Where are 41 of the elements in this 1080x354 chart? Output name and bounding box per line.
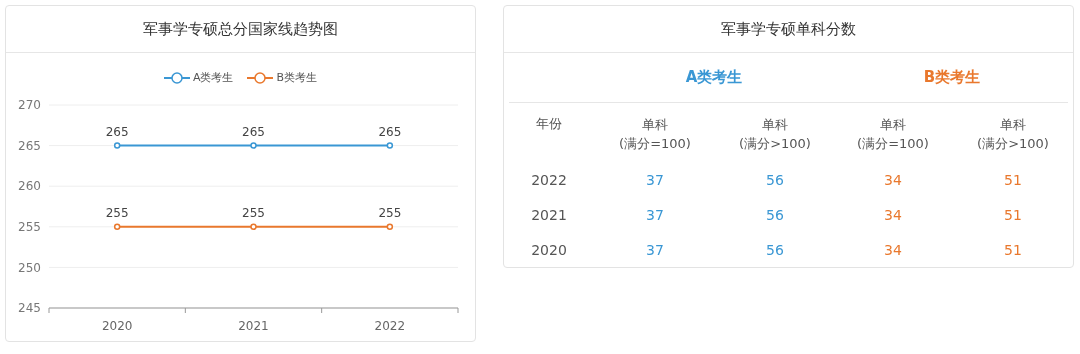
y-tick-label: 2021 <box>530 207 568 223</box>
data-label: 37 <box>645 172 665 188</box>
y-tick-label: 255 <box>18 220 41 235</box>
legend-label: B类考生 <box>275 70 318 85</box>
data-label: 255 <box>105 205 129 220</box>
data-label: 34 <box>883 242 903 258</box>
x-tick-label: 单科 (满分>100) <box>976 116 1050 153</box>
data-label: 56 <box>765 172 785 188</box>
y-tick-label: 270 <box>18 98 41 113</box>
x-tick-label: 单科 (满分>100) <box>738 116 812 153</box>
x-tick-label: 单科 (满分=100) <box>618 116 692 153</box>
x-tick-label: 2020 <box>101 319 133 333</box>
y-axis-title: 年份 <box>535 115 563 133</box>
y-tick-label: 2022 <box>530 172 568 188</box>
data-label: 265 <box>378 124 402 139</box>
data-label: 51 <box>1003 242 1023 258</box>
data-label: 265 <box>242 124 265 139</box>
data-label: 56 <box>765 242 785 258</box>
data-label: 37 <box>645 242 665 258</box>
y-tick-label: 2020 <box>530 242 568 258</box>
x-tick-label: 2021 <box>238 319 269 333</box>
data-label: 51 <box>1003 207 1023 223</box>
text: A类考生 <box>684 68 744 87</box>
data-label: 51 <box>1003 172 1023 188</box>
text: B类考生 <box>922 68 982 87</box>
y-tick-label: 260 <box>18 179 41 194</box>
chart-title: 军事学专硕单科分数 <box>504 6 1073 53</box>
data-label: 56 <box>765 207 785 223</box>
data-label: 255 <box>378 205 402 220</box>
y-tick-label: 245 <box>18 301 41 316</box>
data-label: 255 <box>242 205 265 220</box>
data-label: 34 <box>883 172 903 188</box>
y-tick-label: 250 <box>18 260 41 275</box>
y-tick-label: 265 <box>18 138 41 153</box>
data-label: 37 <box>645 207 665 223</box>
chart-title: 军事学专硕总分国家线趋势图 <box>6 6 475 53</box>
data-label: 34 <box>883 207 903 223</box>
legend-label: A类考生 <box>191 70 234 85</box>
x-tick-label: 2022 <box>374 319 406 333</box>
x-tick-label: 单科 (满分=100) <box>856 116 930 153</box>
data-label: 265 <box>105 124 129 139</box>
